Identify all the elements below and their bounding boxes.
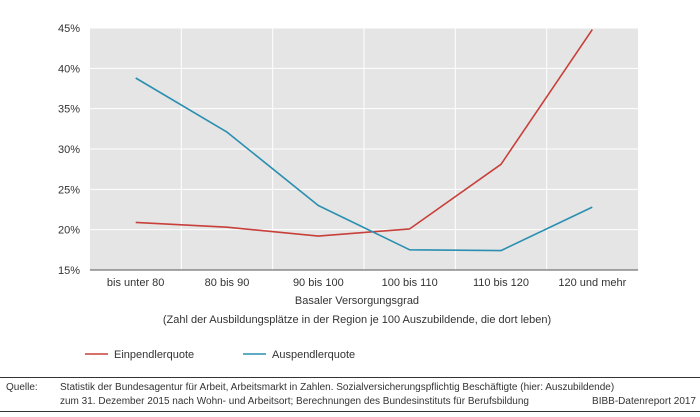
x-tick-label: 80 bis 90 (205, 277, 250, 289)
y-tick-label: 25% (58, 184, 80, 196)
legend-label: Auspendlerquote (272, 349, 355, 361)
source-text-line2: zum 31. Dezember 2015 nach Wohn- und Arb… (60, 396, 529, 407)
x-tick-label: 110 bis 120 (473, 277, 529, 289)
source-label: Quelle: (6, 382, 38, 393)
x-axis-ticks: bis unter 80 80 bis 90 90 bis 100 100 bis 1… (107, 277, 627, 289)
y-tick-label: 30% (58, 144, 80, 156)
y-tick-label: 40% (58, 63, 80, 75)
source-text-line1: Statistik der Bundesagentur für Arbeit, … (60, 382, 615, 393)
y-tick-label: 20% (58, 225, 80, 237)
y-axis-ticks: 45% 40% 35% 30% 25% 20% 15% (58, 23, 80, 277)
x-axis-title: Basaler Versorgungsgrad (295, 295, 419, 307)
report-credit: BIBB-Datenreport 2017 (592, 396, 696, 407)
line-chart: 45% 40% 35% 30% 25% 20% 15% bis unter 80 80 bis… (58, 23, 638, 361)
series-lines (135, 29, 593, 252)
x-tick-label: 100 bis 110 (382, 277, 438, 289)
x-tick-label: 120 und mehr (558, 277, 626, 289)
x-axis-subtitle: (Zahl der Ausbildungsplätze in der Regio… (163, 314, 551, 326)
y-tick-label: 35% (58, 104, 80, 116)
legend: Einpendlerquote Auspendlerquote (85, 349, 355, 361)
bottom-divider (0, 411, 700, 412)
y-tick-label: 15% (58, 265, 80, 277)
series-line-auspendlerquote (135, 77, 593, 252)
series-line-einpendlerquote (135, 29, 593, 237)
y-tick-label: 45% (58, 23, 80, 35)
source-divider (0, 377, 700, 378)
legend-label: Einpendlerquote (114, 349, 194, 361)
x-tick-label: 90 bis 100 (293, 277, 344, 289)
x-tick-label: bis unter 80 (107, 277, 164, 289)
